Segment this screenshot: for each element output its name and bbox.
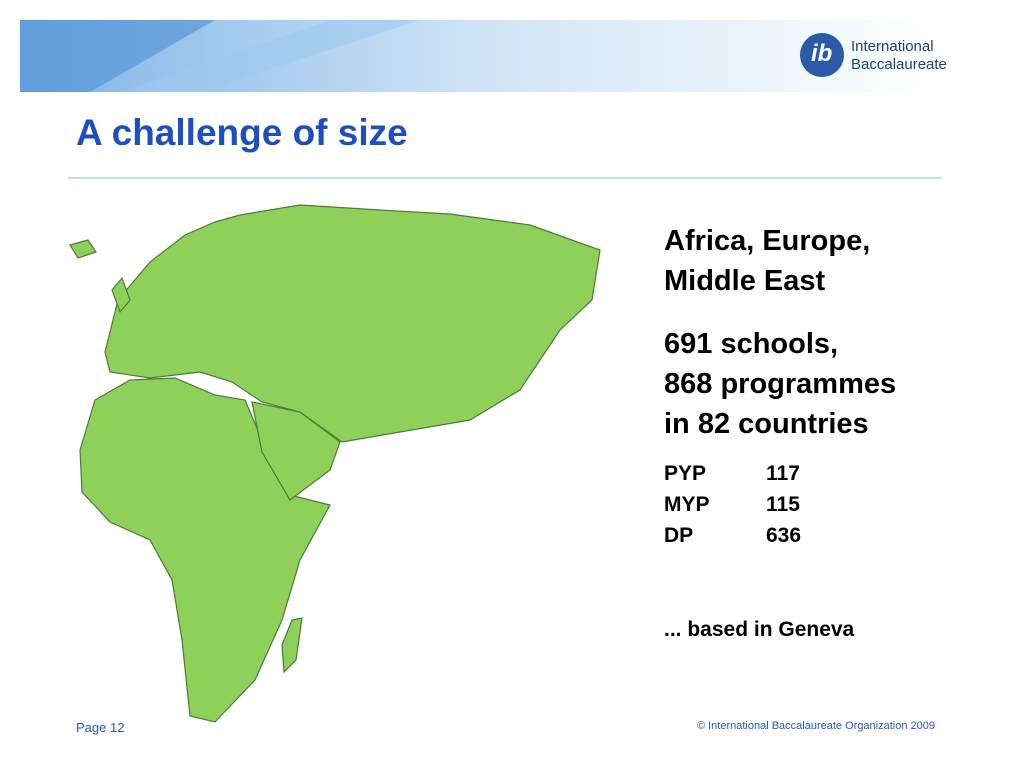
page-number: Page 12	[76, 720, 125, 735]
programme-count: 636	[766, 524, 802, 547]
eurasia	[104, 204, 601, 443]
africa	[79, 377, 331, 723]
programme-name: DP	[664, 524, 694, 547]
header-swoosh	[20, 20, 215, 92]
slide-title: A challenge of size	[76, 112, 408, 153]
stats-line: 868 programmes	[664, 368, 897, 400]
programme-name: PYP	[664, 462, 707, 485]
header-swoosh	[120, 20, 420, 92]
logo-mark: ib	[811, 40, 833, 67]
stats-line: in 82 countries	[664, 408, 869, 440]
logo-text: International	[851, 38, 934, 55]
note: ... based in Geneva	[664, 618, 855, 641]
britain	[111, 276, 131, 314]
region-line: Africa, Europe,	[664, 225, 871, 257]
arabia	[251, 401, 341, 501]
programme-count: 115	[766, 493, 800, 516]
logo-circle	[800, 33, 844, 77]
region-line: Middle East	[664, 265, 826, 297]
madagascar	[281, 617, 303, 674]
iceland	[69, 239, 97, 259]
map	[69, 204, 601, 723]
copyright: © International Baccalaureate Organizati…	[696, 720, 935, 732]
logo-text: Baccalaureate	[851, 56, 947, 73]
programme-count: 117	[766, 462, 800, 485]
stats-line: 691 schools,	[664, 328, 839, 360]
programme-name: MYP	[664, 493, 710, 516]
